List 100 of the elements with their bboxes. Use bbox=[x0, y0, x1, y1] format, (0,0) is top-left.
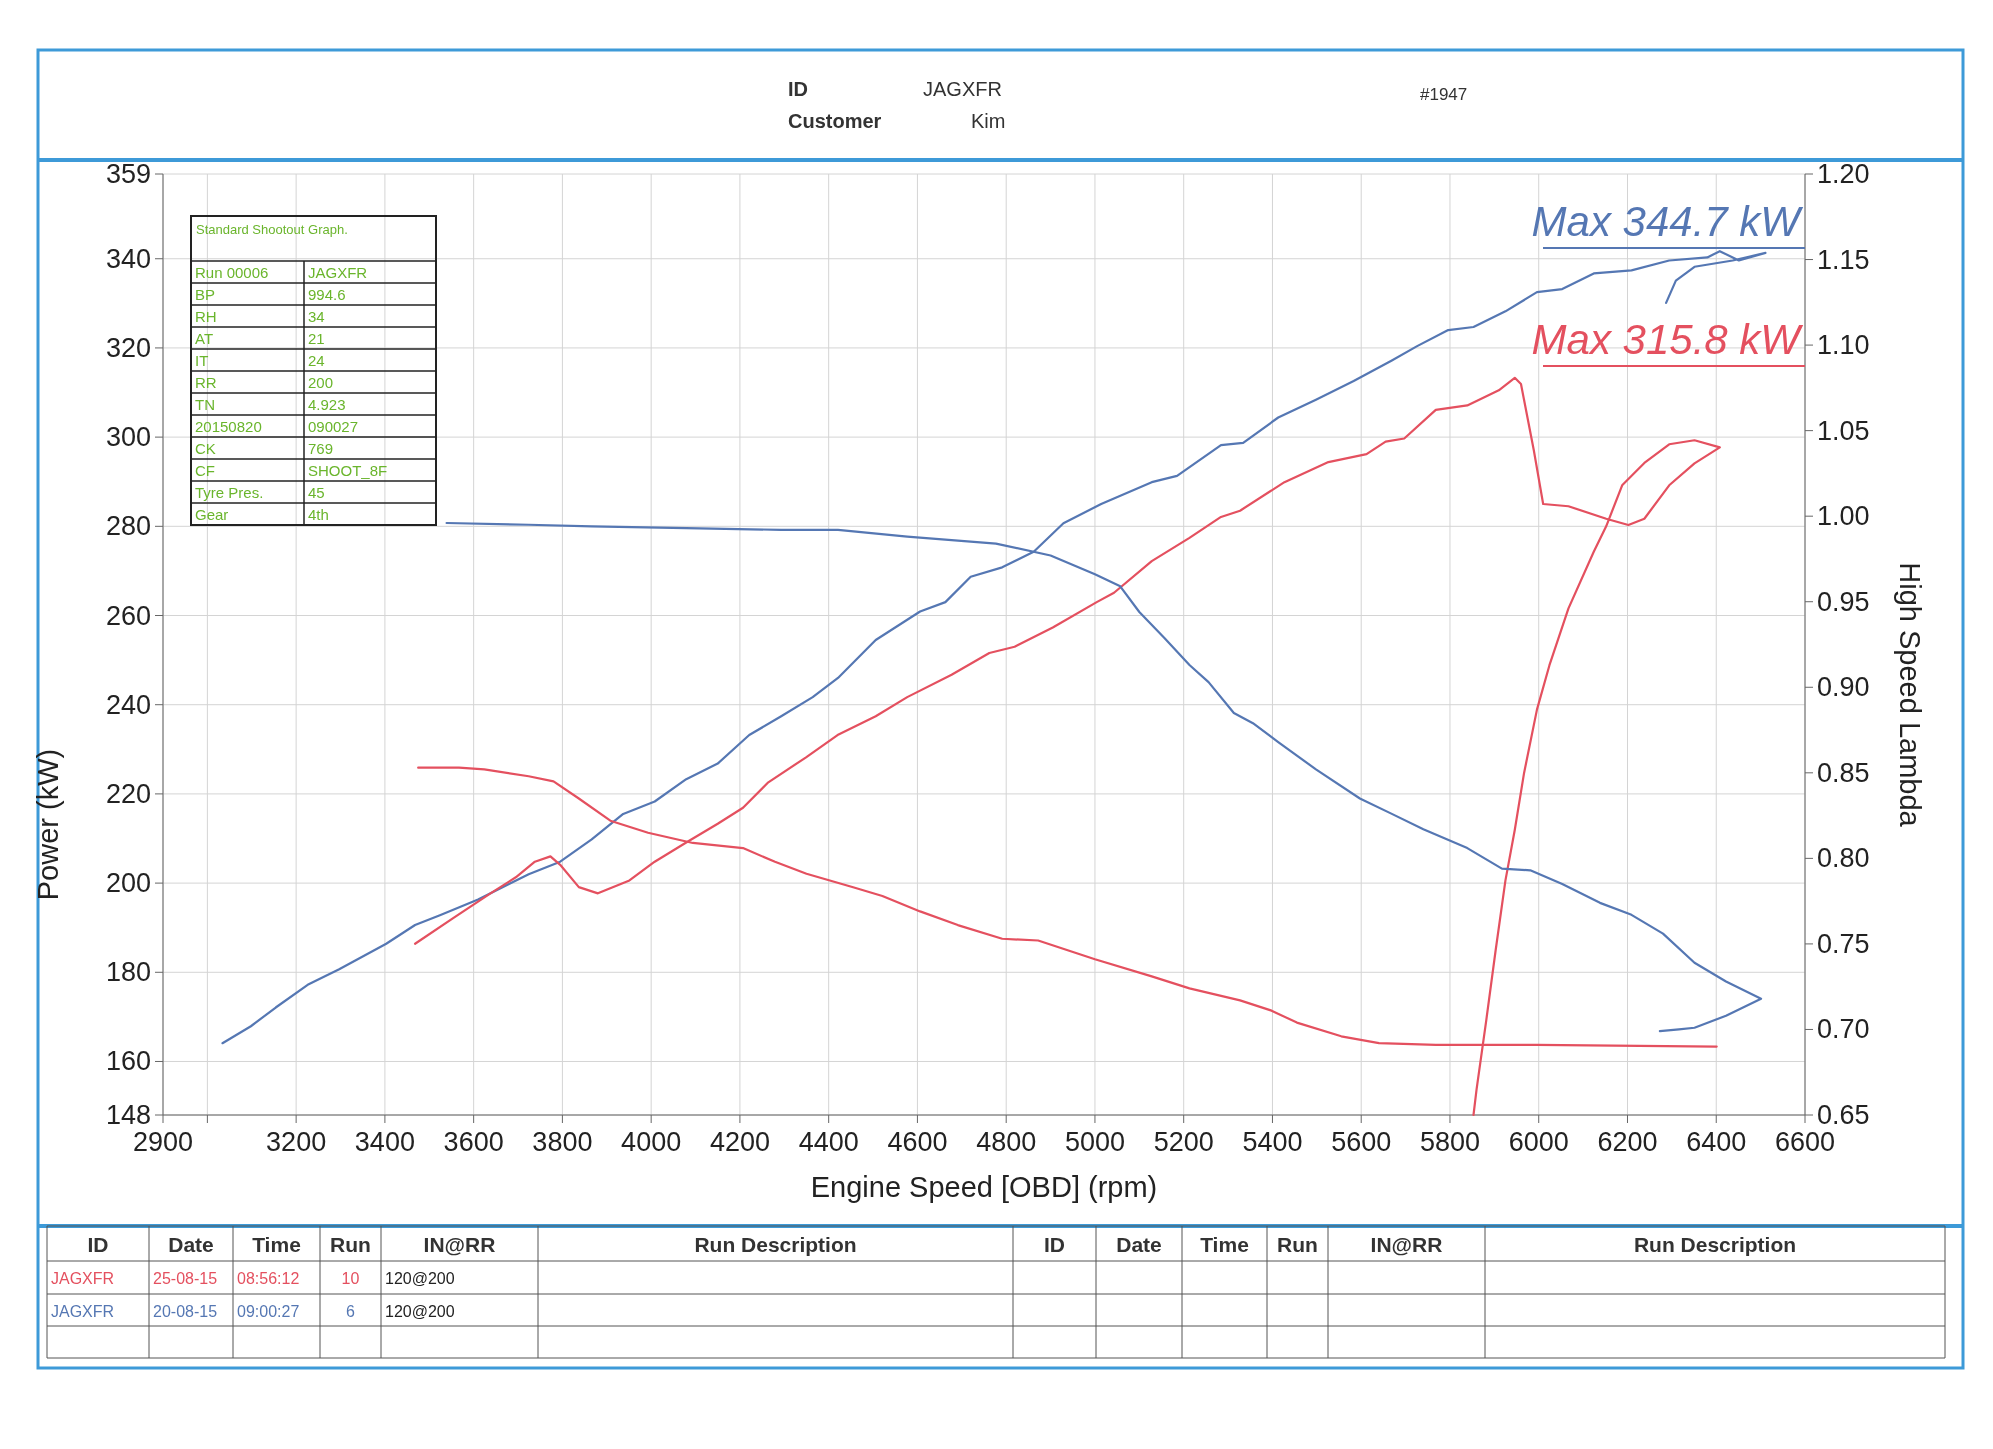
y2-tick-label: 0.85 bbox=[1817, 757, 1870, 788]
y2-tick-label: 1.05 bbox=[1817, 415, 1870, 446]
text: IN@RR bbox=[423, 1233, 496, 1256]
annotation: CF bbox=[195, 462, 215, 479]
text: JAGXFR bbox=[51, 1270, 115, 1287]
x-tick-label: 3600 bbox=[443, 1127, 504, 1157]
text: ID bbox=[1044, 1233, 1065, 1256]
x-tick-label: 4600 bbox=[887, 1127, 948, 1157]
y-axis-title: Power (kW) bbox=[32, 748, 64, 901]
y2-tick-label: 1.00 bbox=[1817, 501, 1870, 532]
text: JAGXFR bbox=[51, 1303, 115, 1320]
annotation: Max 315.8 kW bbox=[1531, 316, 1804, 363]
x-tick-label: 4400 bbox=[798, 1127, 859, 1157]
y-tick-label: 359 bbox=[105, 159, 151, 189]
annotation: Standard Shootout Graph. bbox=[196, 222, 348, 237]
text: #1947 bbox=[1420, 85, 1468, 104]
y2-tick-label: 1.15 bbox=[1817, 244, 1870, 275]
annotation: 20150820 bbox=[195, 418, 262, 435]
x-tick-label: 5000 bbox=[1064, 1127, 1125, 1157]
y-tick-label: 160 bbox=[105, 1046, 151, 1077]
line-series bbox=[417, 766, 1718, 1048]
line-series bbox=[445, 521, 1763, 1033]
y2-tick-label: 0.70 bbox=[1817, 1014, 1870, 1045]
x-tick-label: 5800 bbox=[1419, 1127, 1481, 1157]
x-tick-label: 3200 bbox=[266, 1127, 327, 1157]
x-tick-label: 6600 bbox=[1774, 1127, 1836, 1157]
text: Kim bbox=[971, 110, 1006, 132]
y2-tick-label: 1.20 bbox=[1817, 159, 1870, 189]
text: Date bbox=[168, 1233, 214, 1256]
annotation: 21 bbox=[308, 330, 325, 347]
y-tick-label: 240 bbox=[105, 689, 151, 720]
y2-tick-label: 0.65 bbox=[1817, 1100, 1870, 1130]
annotation: 994.6 bbox=[308, 286, 346, 303]
text: 09:00:27 bbox=[237, 1303, 300, 1320]
y2-tick-label: 1.10 bbox=[1817, 330, 1870, 361]
x-tick-label: 2900 bbox=[132, 1127, 194, 1157]
x-tick-label: 3800 bbox=[532, 1127, 593, 1157]
y-tick-label: 148 bbox=[105, 1100, 151, 1130]
annotation: 4.923 bbox=[308, 396, 346, 413]
text: Run bbox=[1277, 1233, 1318, 1256]
y-tick-label: 340 bbox=[105, 243, 151, 274]
annotation: 34 bbox=[308, 308, 325, 325]
annotation: JAGXFR bbox=[308, 264, 368, 281]
x-tick-label: 6400 bbox=[1686, 1127, 1747, 1157]
y2-axis-title: High Speed Lambda bbox=[1894, 562, 1926, 828]
x-tick-label: 4200 bbox=[709, 1127, 770, 1157]
annotation: SHOOT_8F bbox=[308, 462, 388, 479]
annotation: 769 bbox=[308, 440, 334, 457]
text: 120@200 bbox=[385, 1270, 455, 1287]
y-tick-label: 180 bbox=[105, 957, 151, 988]
annotation: CK bbox=[195, 440, 216, 457]
text: Run Description bbox=[1633, 1233, 1797, 1256]
annotation: 45 bbox=[308, 484, 325, 501]
text: Run bbox=[330, 1233, 371, 1256]
x-tick-label: 4000 bbox=[621, 1127, 682, 1157]
text: JAGXFR bbox=[923, 78, 1002, 100]
y-tick-label: 260 bbox=[105, 600, 151, 631]
y-tick-label: 320 bbox=[105, 332, 151, 363]
line-series bbox=[413, 376, 1721, 1117]
text: 120@200 bbox=[385, 1303, 455, 1320]
y-tick-label: 200 bbox=[105, 868, 151, 899]
text: IN@RR bbox=[1370, 1233, 1443, 1256]
text: 20-08-15 bbox=[153, 1303, 218, 1320]
y-tick-label: 280 bbox=[105, 511, 151, 542]
annotation: Gear bbox=[195, 506, 229, 523]
text: Run Description bbox=[694, 1233, 857, 1256]
annotation: 4th bbox=[308, 506, 329, 523]
annotation: RH bbox=[195, 308, 217, 325]
annotation: 090027 bbox=[308, 418, 359, 435]
x-tick-label: 5400 bbox=[1242, 1127, 1303, 1157]
annotation: RR bbox=[195, 374, 217, 391]
x-tick-label: 6000 bbox=[1508, 1127, 1569, 1157]
y-tick-label: 220 bbox=[105, 778, 151, 809]
annotation: IT bbox=[195, 352, 209, 369]
x-tick-label: 5600 bbox=[1331, 1127, 1392, 1157]
annotation: AT bbox=[195, 330, 214, 347]
x-tick-label: 6200 bbox=[1597, 1127, 1658, 1157]
x-tick-label: 5200 bbox=[1153, 1127, 1214, 1157]
annotation: Run 00006 bbox=[195, 264, 269, 281]
y2-tick-label: 0.90 bbox=[1817, 672, 1870, 703]
annotation: Tyre Pres. bbox=[195, 484, 264, 501]
text: Time bbox=[1200, 1233, 1249, 1256]
text: Time bbox=[252, 1233, 301, 1256]
text: Customer bbox=[788, 110, 882, 132]
y2-tick-label: 0.80 bbox=[1817, 843, 1870, 874]
annotation: 200 bbox=[308, 374, 334, 391]
text: ID bbox=[87, 1233, 109, 1256]
y2-tick-label: 0.75 bbox=[1817, 928, 1870, 959]
y2-tick-label: 0.95 bbox=[1817, 586, 1870, 617]
x-axis-title: Engine Speed [OBD] (rpm) bbox=[810, 1171, 1158, 1203]
annotation: Max 344.7 kW bbox=[1531, 198, 1804, 245]
text: 6 bbox=[346, 1303, 356, 1320]
annotation: 24 bbox=[308, 352, 325, 369]
text: 25-08-15 bbox=[153, 1270, 218, 1287]
text: ID bbox=[788, 78, 808, 100]
text: Date bbox=[1116, 1233, 1162, 1256]
annotation: BP bbox=[195, 286, 216, 303]
y-tick-label: 300 bbox=[105, 422, 151, 453]
text: 08:56:12 bbox=[237, 1270, 300, 1287]
text: 10 bbox=[341, 1270, 360, 1287]
